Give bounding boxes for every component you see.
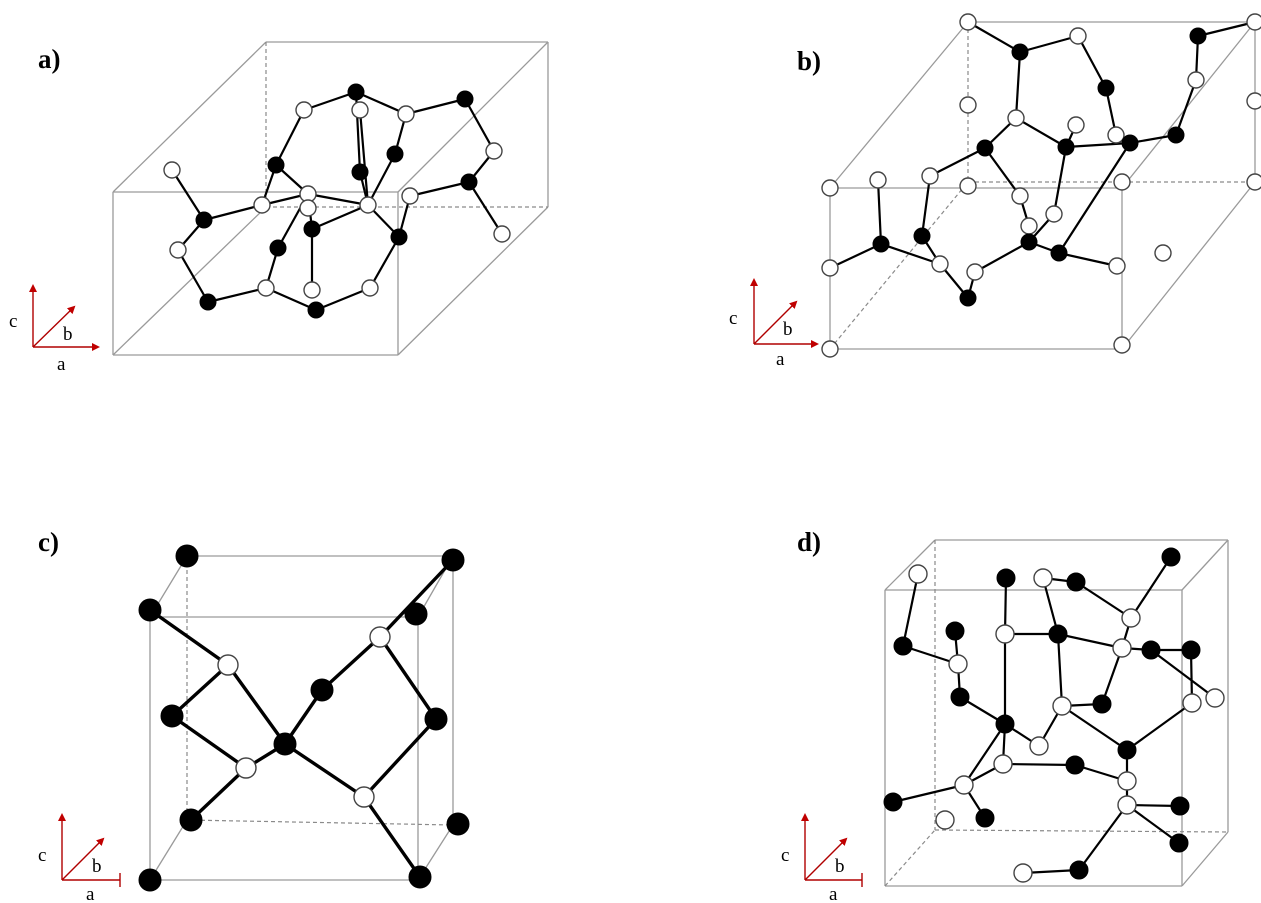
axis-label-c: c xyxy=(729,308,737,329)
axis-label-b: b xyxy=(92,856,102,877)
atoms-c xyxy=(138,544,470,892)
panel-label-c: c) xyxy=(38,527,59,557)
atoms-a xyxy=(163,83,511,319)
atoms-b xyxy=(821,13,1261,358)
bonds-a xyxy=(170,90,504,312)
axis-label-c: c xyxy=(38,845,46,866)
panel-label-d: d) xyxy=(797,527,821,557)
panel-label-b: b) xyxy=(797,46,821,76)
unit-cell-c xyxy=(149,555,454,881)
axis-label-c: c xyxy=(781,845,789,866)
panel-d: d) xyxy=(781,527,1229,903)
axis-label-b: b xyxy=(63,324,73,345)
axis-label-a: a xyxy=(776,349,785,370)
axes-b: c b a xyxy=(729,278,819,370)
axes-d: c b a xyxy=(781,813,863,903)
panel-label-a: a) xyxy=(38,44,61,74)
panel-a: a) xyxy=(9,41,549,375)
panel-b: b) xyxy=(729,13,1261,370)
unit-cell-b xyxy=(829,21,1256,350)
atoms-d xyxy=(883,547,1225,883)
axis-label-a: a xyxy=(86,884,95,903)
axis-label-a: a xyxy=(57,354,66,375)
axes-a: c b a xyxy=(9,284,100,375)
bonds-b xyxy=(828,20,1257,300)
axis-label-b: b xyxy=(783,319,793,340)
axis-label-a: a xyxy=(829,884,838,903)
axis-label-b: b xyxy=(835,856,845,877)
panel-c: c) xyxy=(38,527,470,903)
axis-label-c: c xyxy=(9,311,17,332)
axes-c: c b a xyxy=(38,813,121,903)
